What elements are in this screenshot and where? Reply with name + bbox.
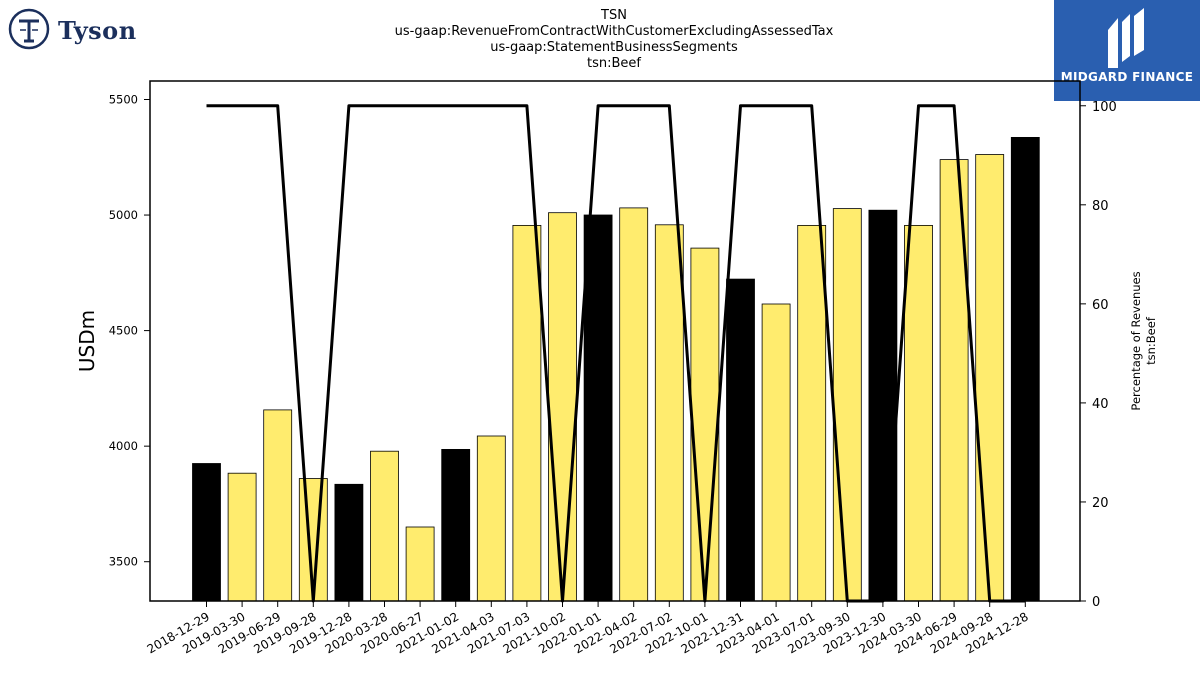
bar-2023-12-30 (868, 209, 898, 602)
bar-2020-03-28 (370, 450, 399, 602)
y2-tick-label: 100 (1092, 100, 1117, 115)
y2-tick-label: 60 (1092, 298, 1109, 313)
y-axis-left: 3500 4000 4500 5000 5500 (109, 92, 150, 569)
y2-axis-label: Percentage of Revenues (1129, 271, 1143, 410)
y-tick-label: 5500 (109, 92, 138, 106)
y-axis-label: USDm (75, 310, 99, 372)
bar-2023-04-01 (761, 303, 791, 602)
y2-tick-label: 40 (1092, 397, 1109, 412)
y-tick-label: 4000 (109, 439, 138, 453)
y-axis-right: 0 20 40 60 80 100 (1080, 100, 1117, 610)
bar-2020-06-27 (405, 526, 435, 602)
y-tick-label: 5000 (109, 208, 138, 222)
tyson-wordmark: Tyson (58, 16, 137, 45)
y2-tick-label: 0 (1092, 595, 1100, 610)
bar-2022-04-02 (619, 207, 649, 602)
y2-tick-label: 20 (1092, 496, 1109, 511)
percentage-line (206, 104, 1026, 603)
tyson-logo: Tyson (8, 8, 148, 52)
bar-2019-12-28 (334, 483, 364, 602)
bar-2019-06-29 (263, 409, 293, 602)
bar-2021-07-03 (512, 224, 542, 602)
y-tick-label: 4500 (109, 324, 138, 338)
midgard-finance-logo: MIDGARD FINANCE (1054, 0, 1200, 101)
chart-subtitle-3: tsn:Beef (587, 56, 641, 71)
bar-2024-09-28 (975, 154, 1005, 602)
bar-2022-07-02 (654, 224, 684, 602)
bar-2024-03-30 (904, 224, 933, 602)
midgard-wordmark: MIDGARD FINANCE (1060, 70, 1194, 84)
bar-2024-12-28 (1010, 136, 1040, 602)
bar-2021-04-03 (476, 435, 506, 602)
line-layer (206, 104, 1026, 603)
chart-title-block: TSN us-gaap:RevenueFromContractWithCusto… (0, 8, 1200, 72)
y2-axis-label-series: tsn:Beef (1144, 316, 1158, 365)
bar-2019-03-30 (227, 472, 257, 602)
bar-2021-01-02 (441, 448, 471, 602)
bar-2022-10-01 (690, 247, 720, 602)
bar-2021-10-02 (548, 212, 577, 602)
tyson-emblem-icon (8, 8, 50, 50)
y-tick-label: 3500 (109, 555, 138, 569)
bar-2023-07-01 (797, 224, 827, 602)
y2-tick-label: 80 (1092, 199, 1109, 214)
chart-title: TSN (601, 8, 627, 23)
bar-2023-09-30 (832, 208, 862, 602)
chart-subtitle-2: us-gaap:StatementBusinessSegments (490, 40, 738, 55)
bar-2022-12-31 (726, 278, 755, 602)
plot-area-frame (149, 80, 1081, 602)
bar-2018-12-29 (192, 463, 221, 602)
chart-subtitle-1: us-gaap:RevenueFromContractWithCustomerE… (394, 24, 834, 39)
x-axis: 2018-12-292019-03-302019-06-292019-09-28… (145, 601, 1031, 656)
midgard-emblem-icon (1108, 8, 1144, 68)
bar-2022-01-01 (583, 214, 613, 602)
bars-layer (192, 136, 1040, 602)
